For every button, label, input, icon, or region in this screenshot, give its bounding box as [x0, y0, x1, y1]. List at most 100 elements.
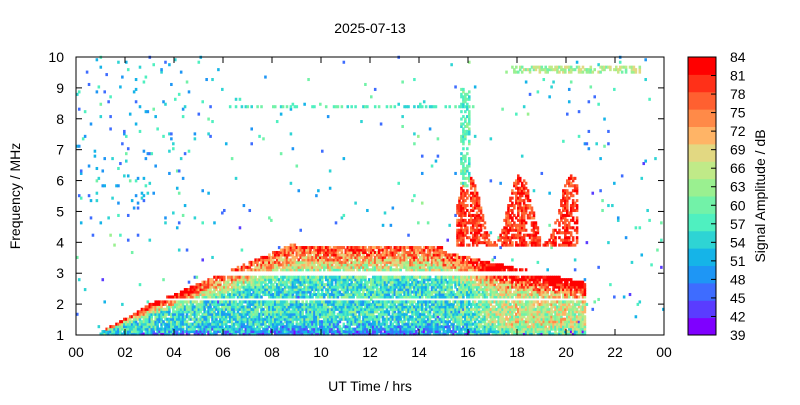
- heatmap-cell: [377, 278, 381, 282]
- heatmap-cell: [391, 312, 395, 316]
- heatmap-cell: [460, 137, 463, 141]
- heatmap-cell: [238, 288, 242, 292]
- heatmap-cell: [250, 300, 253, 304]
- heatmap-cell: [109, 330, 112, 334]
- heatmap-cell: [234, 332, 238, 336]
- heatmap-cell: [454, 263, 457, 267]
- heatmap-cell: [168, 132, 171, 136]
- heatmap-cell: [395, 320, 399, 324]
- heatmap-cell: [346, 288, 350, 292]
- heatmap-cell: [293, 327, 297, 331]
- heatmap-cell: [211, 317, 214, 321]
- heatmap-cell: [303, 302, 306, 306]
- heatmap-cell: [268, 268, 271, 272]
- heatmap-cell: [464, 184, 467, 188]
- heatmap-cell: [313, 300, 316, 304]
- heatmap-cell: [434, 332, 438, 336]
- heatmap-cell: [236, 325, 240, 329]
- heatmap-cell: [334, 300, 338, 304]
- heatmap-cell: [301, 250, 304, 255]
- heatmap-cell: [401, 302, 404, 306]
- heatmap-cell: [289, 290, 293, 294]
- heatmap-cell: [272, 330, 275, 334]
- heatmap-cell: [191, 325, 195, 329]
- heatmap-cell: [321, 307, 324, 311]
- heatmap-cell: [424, 302, 428, 306]
- heatmap-cell: [377, 292, 381, 297]
- heatmap-cell: [119, 327, 122, 331]
- heatmap-cell: [299, 280, 302, 284]
- heatmap-cell: [389, 250, 393, 255]
- heatmap-cell: [181, 290, 185, 294]
- heatmap-cell: [270, 327, 273, 331]
- heatmap-cell: [395, 325, 399, 329]
- heatmap-cell: [148, 325, 152, 329]
- heatmap-cell: [413, 78, 416, 82]
- heatmap-cell: [311, 332, 314, 336]
- heatmap-cell: [405, 265, 408, 269]
- heatmap-cell: [315, 194, 318, 198]
- heatmap-cell: [281, 278, 285, 282]
- heatmap-cell: [303, 246, 306, 250]
- heatmap-cell: [179, 70, 183, 74]
- heatmap-cell: [450, 315, 453, 319]
- heatmap-cell: [432, 255, 436, 259]
- heatmap-cell: [364, 278, 367, 282]
- heatmap-cell: [317, 322, 320, 326]
- heatmap-cell: [230, 292, 234, 297]
- heatmap-cell: [238, 330, 242, 334]
- heatmap-cell: [417, 283, 420, 287]
- heatmap-cell: [340, 327, 344, 331]
- heatmap-cell: [270, 330, 273, 334]
- heatmap-cell: [277, 250, 281, 255]
- heatmap-cell: [462, 300, 465, 304]
- heatmap-cell: [234, 317, 238, 321]
- heatmap-cell: [336, 295, 340, 299]
- heatmap-cell: [462, 189, 465, 193]
- heatmap-cell: [385, 315, 389, 319]
- heatmap-cell: [244, 310, 248, 314]
- heatmap-cell: [462, 95, 465, 99]
- heatmap-cell: [313, 283, 316, 287]
- heatmap-cell: [458, 208, 461, 213]
- heatmap-cell: [134, 87, 138, 91]
- heatmap-cell: [466, 312, 469, 316]
- heatmap-cell: [303, 278, 306, 282]
- heatmap-cell: [358, 310, 361, 314]
- heatmap-cell: [446, 258, 449, 262]
- heatmap-cell: [454, 305, 457, 309]
- heatmap-cell: [224, 315, 228, 319]
- heatmap-cell: [309, 260, 312, 264]
- heatmap-cell: [399, 253, 402, 257]
- heatmap-cell: [350, 246, 353, 250]
- heatmap-cell: [277, 255, 281, 259]
- heatmap-cell: [252, 290, 255, 294]
- heatmap-cell: [434, 307, 438, 311]
- heatmap-cell: [321, 290, 324, 294]
- heatmap-cell: [448, 223, 451, 227]
- heatmap-cell: [336, 325, 340, 329]
- heatmap-cell: [438, 248, 442, 252]
- heatmap-cell: [460, 295, 463, 299]
- heatmap-cell: [415, 288, 418, 292]
- heatmap-cell: [448, 290, 451, 294]
- heatmap-cell: [166, 310, 169, 314]
- heatmap-cell: [420, 322, 424, 326]
- heatmap-cell: [307, 310, 310, 314]
- heatmap-cell: [450, 260, 453, 264]
- heatmap-cell: [272, 325, 275, 329]
- heatmap-cell: [328, 263, 332, 267]
- heatmap-cell: [454, 332, 457, 336]
- heatmap-cell: [264, 317, 267, 321]
- heatmap-cell: [411, 199, 414, 203]
- heatmap-cell: [399, 258, 402, 262]
- heatmap-cell: [183, 105, 187, 109]
- heatmap-cell: [144, 184, 148, 188]
- heatmap-cell: [270, 312, 273, 316]
- heatmap-cell: [462, 122, 465, 126]
- heatmap-cell: [315, 292, 318, 297]
- heatmap-cell: [405, 315, 408, 319]
- heatmap-cell: [217, 310, 220, 314]
- heatmap-cell: [181, 315, 185, 319]
- heatmap-cell: [156, 300, 159, 304]
